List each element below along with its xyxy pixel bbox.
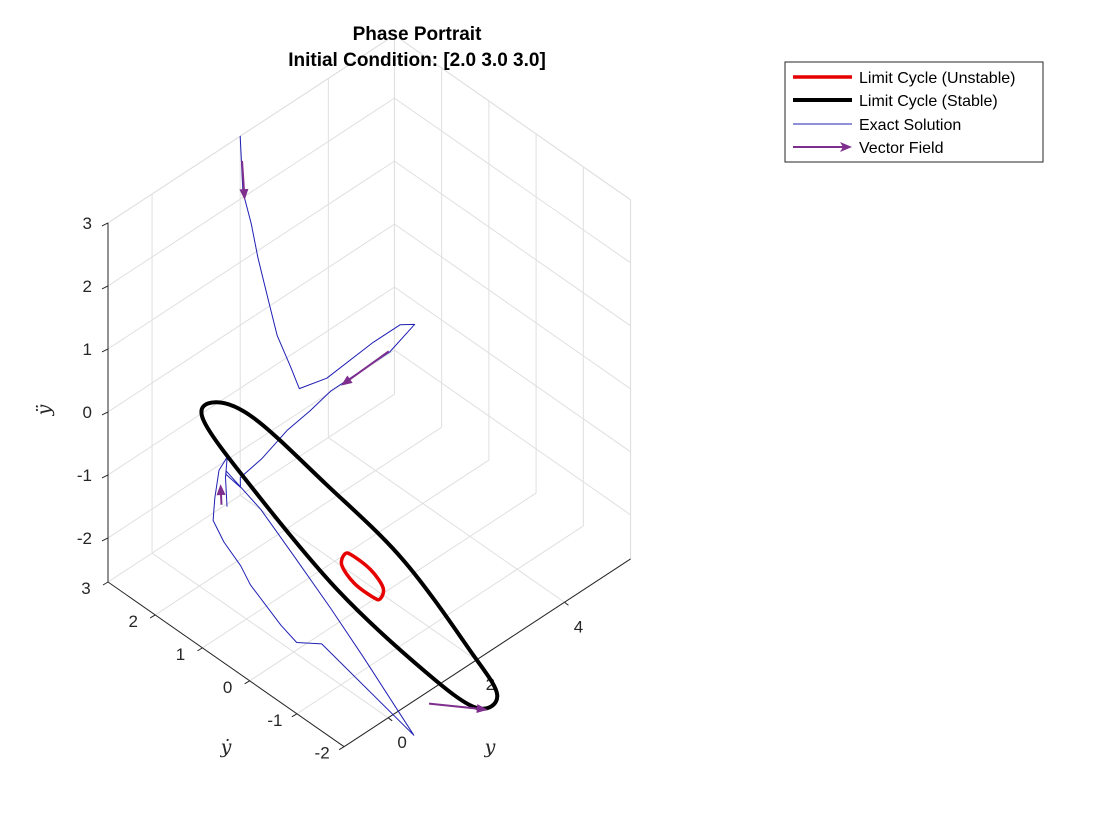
y-tick-mark (244, 680, 250, 685)
exact-solution (212, 135, 416, 736)
x-tick-label: 4 (574, 617, 583, 636)
legend-label-exact: Exact Solution (859, 117, 961, 134)
chart-title: Phase Portrait (353, 24, 482, 45)
limit-cycle-stable (199, 400, 500, 711)
box-edge-side-top (394, 34, 631, 201)
y-tick-mark (149, 614, 156, 619)
vector-field-arrow-shaft (241, 160, 246, 193)
vector-field-arrow-head (239, 188, 249, 201)
legend-label-vector-field: Vector Field (859, 140, 943, 157)
grid-line-z-side (394, 286, 631, 453)
grid-line-z-side (394, 160, 631, 327)
x-tick-label: 2 (486, 675, 495, 694)
vector-field-arrow (239, 160, 249, 201)
grid-line-z-side (394, 97, 631, 264)
box-edge-back-top (107, 34, 395, 224)
z-tick-mark (101, 348, 109, 353)
z-tick-label: -1 (77, 466, 92, 485)
z-tick-label: 2 (83, 277, 92, 296)
vector-field-arrow (428, 702, 488, 714)
x-axis-line (343, 558, 631, 748)
x-axis-label: y (484, 736, 496, 758)
vector-field-arrow-shaft (346, 350, 390, 382)
vector-field-arrow-shaft (428, 702, 480, 710)
tick-labels: 0 2 4 -2 -1 0 1 2 3 -2 -1 0 1 2 3 (77, 214, 583, 763)
z-tick-mark (101, 474, 109, 479)
x-tick-label: 0 (397, 733, 406, 752)
grid-line-z-side (394, 223, 631, 390)
vector-field-arrow-head (216, 484, 226, 496)
z-tick-label: 3 (83, 214, 92, 233)
grid-line-x-floor (328, 437, 565, 603)
axes-box-grid (107, 34, 632, 748)
y-tick-mark (338, 746, 345, 751)
z-tick-mark (101, 411, 109, 416)
limit-cycle-unstable (339, 551, 386, 602)
y-tick-label: 3 (81, 579, 90, 598)
grid-line-z-side (394, 349, 631, 516)
grid-line-y-floor (249, 492, 537, 682)
z-tick-label: 0 (83, 403, 92, 422)
grid-line-x-floor (151, 552, 389, 719)
z-tick-mark (101, 537, 109, 542)
z-tick-mark (101, 222, 109, 227)
grid-line-z-back (107, 286, 395, 476)
vector-field-arrow (216, 484, 226, 505)
series-lines (199, 135, 500, 736)
z-tick-label: -2 (77, 529, 92, 548)
legend-label-stable: Limit Cycle (Stable) (859, 93, 998, 110)
y-axis-label: ẏ (220, 736, 232, 758)
grid-line-z-back (107, 97, 395, 287)
legend-label-unstable: Limit Cycle (Unstable) (859, 70, 1015, 87)
y-tick-label: 2 (128, 612, 137, 631)
grid-line-z-back (107, 160, 395, 350)
z-axis-label: ÿ (33, 404, 55, 416)
y-tick-mark (291, 713, 298, 718)
y-tick-mark (197, 647, 203, 652)
y-tick-label: -2 (315, 744, 330, 763)
grid-line-y-floor (296, 525, 584, 715)
y-tick-mark (102, 581, 109, 586)
vector-field-arrow-head (476, 704, 488, 714)
y-tick-label: 1 (176, 645, 185, 664)
z-tick-label: 1 (83, 340, 92, 359)
x-tick-mark (387, 717, 393, 722)
grid-line-z-back (107, 223, 395, 413)
chart-subtitle: Initial Condition: [2.0 3.0 3.0] (288, 50, 546, 71)
vector-field-arrow (341, 350, 390, 386)
x-tick-mark (564, 601, 569, 606)
legend-swatch-vector-field-head (840, 142, 852, 152)
grid-line-y-floor (154, 426, 442, 616)
axes-lines (107, 222, 631, 748)
vector-field-arrow-head (341, 375, 353, 386)
y-tick-label: -1 (267, 711, 282, 730)
z-tick-mark (101, 285, 109, 290)
y-axis-line (107, 581, 345, 748)
y-tick-label: 0 (223, 678, 232, 697)
legend: Limit Cycle (Unstable) Limit Cycle (Stab… (784, 61, 1044, 163)
vector-field-arrows (216, 160, 488, 714)
